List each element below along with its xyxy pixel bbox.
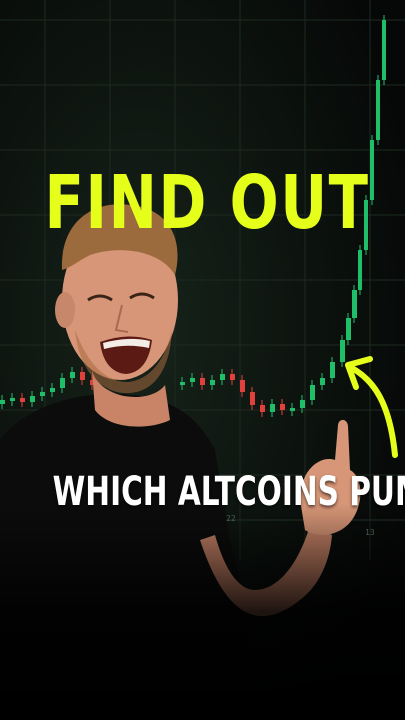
headline: FIND OUT <box>44 160 370 246</box>
x-axis-label-1: 22 <box>226 514 236 523</box>
x-axis-label-2: 13 <box>365 528 375 537</box>
subline: WHICH ALTCOINS PUMP <box>52 469 405 515</box>
curved-arrow-icon <box>345 356 398 458</box>
